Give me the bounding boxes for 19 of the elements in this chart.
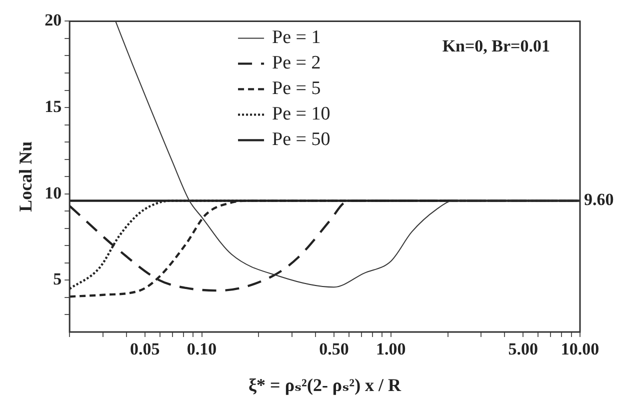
y-tick-label: 5 <box>53 270 62 289</box>
x-tick-label: 0.50 <box>319 340 349 359</box>
legend-label: Pe = 5 <box>272 78 321 100</box>
x-tick-label: 1.00 <box>376 340 406 359</box>
x-tick-label: 0.10 <box>186 340 217 359</box>
y-axis-title: Local Nu <box>15 141 36 212</box>
annotation: 9.60 <box>584 190 614 210</box>
y-tick-label: 20 <box>44 10 62 30</box>
annotation: Kn=0, Br=0.01 <box>442 36 550 56</box>
x-axis-title: ξ* = ρₛ²(2- ρₛ²) x / R <box>248 374 402 395</box>
x-tick-label: 0.05 <box>130 340 160 359</box>
y-tick-label: 15 <box>44 96 62 116</box>
legend-label: Pe = 50 <box>272 129 330 150</box>
y-tick-label: 10 <box>44 183 62 202</box>
legend-label: Pe = 10 <box>272 104 330 125</box>
x-tick-label: 10.00 <box>560 340 600 359</box>
legend-label: Pe = 2 <box>272 52 321 74</box>
legend-label: Pe = 1 <box>272 27 321 48</box>
x-tick-label: 5.00 <box>508 340 538 359</box>
